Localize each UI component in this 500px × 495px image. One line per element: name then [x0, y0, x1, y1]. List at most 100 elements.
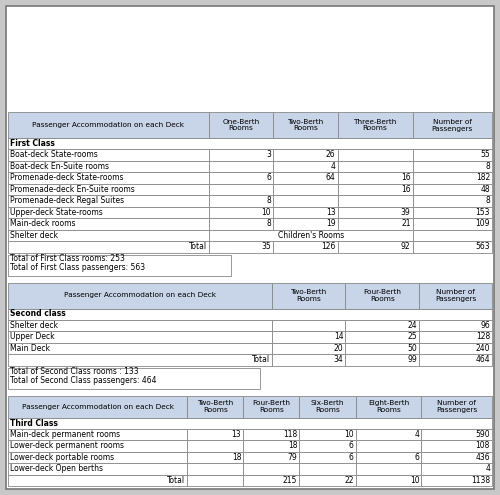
Text: Boat-deck State-rooms: Boat-deck State-rooms — [10, 150, 98, 159]
Text: Eight-Berth
Rooms: Eight-Berth Rooms — [368, 400, 409, 413]
Bar — [273, 241, 338, 252]
Bar — [273, 184, 338, 195]
Bar — [272, 331, 345, 343]
Bar — [412, 241, 492, 252]
Bar — [8, 417, 492, 429]
Bar — [187, 440, 243, 451]
Text: Shelter deck: Shelter deck — [10, 231, 58, 240]
Text: 4: 4 — [485, 464, 490, 473]
Text: 13: 13 — [232, 430, 241, 439]
Bar — [272, 283, 345, 308]
Text: Main-deck rooms: Main-deck rooms — [10, 219, 76, 228]
Text: One-Berth
Rooms: One-Berth Rooms — [222, 118, 260, 132]
Bar — [356, 475, 422, 486]
Text: 50: 50 — [407, 344, 417, 353]
Bar — [422, 396, 492, 417]
Text: 22: 22 — [344, 476, 354, 485]
Text: 18: 18 — [232, 453, 241, 462]
Bar — [419, 343, 492, 354]
Text: Total: Total — [167, 476, 185, 485]
Text: 96: 96 — [480, 321, 490, 330]
Text: 21: 21 — [401, 219, 410, 228]
Bar — [273, 218, 338, 230]
Bar — [8, 475, 187, 486]
Text: Promenade-deck State-rooms: Promenade-deck State-rooms — [10, 173, 124, 182]
Bar — [8, 367, 260, 389]
Text: Number of
Passengers: Number of Passengers — [432, 118, 473, 132]
Bar — [209, 184, 273, 195]
Bar — [272, 319, 345, 331]
Text: 6: 6 — [348, 441, 354, 450]
Bar — [8, 184, 209, 195]
Bar — [346, 354, 419, 365]
Bar — [412, 172, 492, 184]
Bar — [209, 112, 273, 138]
Bar — [300, 429, 356, 440]
Text: 20: 20 — [334, 344, 344, 353]
Text: Total of Second Class passengers: 464: Total of Second Class passengers: 464 — [10, 376, 156, 385]
Bar — [300, 451, 356, 463]
Bar — [419, 283, 492, 308]
Bar — [209, 218, 273, 230]
Text: 4: 4 — [330, 162, 336, 171]
Bar — [187, 475, 243, 486]
Text: 19: 19 — [326, 219, 336, 228]
Bar — [8, 241, 209, 252]
Text: Promenade-deck En-Suite rooms: Promenade-deck En-Suite rooms — [10, 185, 135, 194]
Text: Total of Second Class rooms : 133: Total of Second Class rooms : 133 — [10, 367, 138, 376]
Text: 79: 79 — [288, 453, 298, 462]
Bar — [8, 396, 187, 417]
Bar — [412, 230, 492, 241]
Bar — [412, 160, 492, 172]
Bar — [209, 195, 273, 206]
Bar — [8, 138, 492, 149]
Text: 26: 26 — [326, 150, 336, 159]
Bar — [209, 172, 273, 184]
Bar — [8, 343, 272, 354]
Text: 35: 35 — [262, 242, 271, 251]
Bar — [300, 396, 356, 417]
Text: 3: 3 — [266, 150, 271, 159]
Text: Two-Berth
Rooms: Two-Berth Rooms — [290, 289, 326, 302]
Bar — [338, 206, 412, 218]
Text: Upper-deck State-rooms: Upper-deck State-rooms — [10, 208, 103, 217]
Bar — [419, 354, 492, 365]
Text: Second class: Second class — [10, 309, 66, 318]
Text: 126: 126 — [321, 242, 336, 251]
Text: Children's Rooms: Children's Rooms — [278, 231, 344, 240]
Text: 99: 99 — [407, 355, 417, 364]
Text: 55: 55 — [480, 150, 490, 159]
Text: Two-Berth
Rooms: Two-Berth Rooms — [288, 118, 324, 132]
Bar — [422, 463, 492, 475]
Text: 4: 4 — [414, 430, 420, 439]
Text: 48: 48 — [480, 185, 490, 194]
Text: 1138: 1138 — [471, 476, 490, 485]
Text: 8: 8 — [485, 162, 490, 171]
Text: Number of
Passengers: Number of Passengers — [435, 289, 476, 302]
Text: 24: 24 — [408, 321, 417, 330]
Bar — [273, 172, 338, 184]
Bar — [412, 112, 492, 138]
Text: 39: 39 — [401, 208, 410, 217]
Bar — [8, 319, 272, 331]
Text: 563: 563 — [476, 242, 490, 251]
Bar — [356, 440, 422, 451]
Bar — [422, 475, 492, 486]
Text: Total of First Class rooms: 253: Total of First Class rooms: 253 — [10, 254, 125, 263]
Bar — [8, 429, 187, 440]
Text: 118: 118 — [283, 430, 298, 439]
Text: 16: 16 — [401, 173, 410, 182]
Bar — [356, 451, 422, 463]
Bar — [187, 463, 243, 475]
Text: 10: 10 — [410, 476, 420, 485]
Bar — [8, 354, 272, 365]
Text: 92: 92 — [401, 242, 410, 251]
Text: Lower-deck permanent rooms: Lower-deck permanent rooms — [10, 441, 124, 450]
Bar — [187, 451, 243, 463]
Bar — [8, 149, 209, 160]
Text: Promenade-deck Regal Suites: Promenade-deck Regal Suites — [10, 196, 124, 205]
Bar — [8, 195, 209, 206]
Bar — [8, 440, 187, 451]
Bar — [243, 451, 300, 463]
Bar — [273, 195, 338, 206]
